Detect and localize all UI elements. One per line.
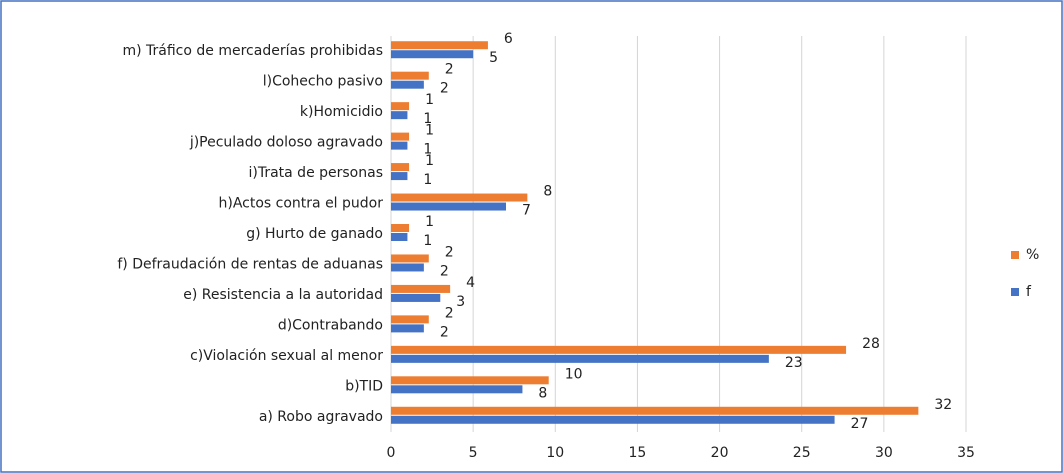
y-tick-label: e) Resistencia a la autoridad: [183, 287, 383, 303]
bar: [391, 376, 549, 385]
y-tick-label: g) Hurto de ganado: [246, 226, 383, 242]
data-label: 4: [466, 275, 475, 291]
data-label: 32: [934, 397, 952, 413]
legend-swatch: [1011, 251, 1019, 259]
bar: [391, 415, 835, 424]
y-tick-label: i)Trata de personas: [248, 165, 383, 181]
y-tick-label: a) Robo agravado: [259, 409, 383, 425]
bar: [391, 224, 410, 232]
data-label: 10: [565, 366, 583, 382]
data-label: 23: [785, 355, 803, 371]
x-tick-label: 10: [546, 445, 564, 461]
y-tick-label: h)Actos contra el pudor: [219, 196, 384, 212]
data-label: 1: [423, 233, 432, 249]
bar: [391, 41, 488, 50]
y-tick-label: f) Defraudación de rentas de aduanas: [117, 256, 383, 272]
bar: [391, 406, 919, 415]
bar: [391, 233, 408, 241]
legend-label: f: [1026, 284, 1032, 300]
bar: [391, 80, 424, 89]
bar: [391, 315, 429, 324]
bar: [391, 354, 769, 363]
bar: [391, 385, 523, 394]
bar: [391, 345, 847, 354]
x-tick-label: 0: [387, 445, 396, 461]
bar: [391, 172, 408, 181]
bar: [391, 284, 451, 293]
data-label: 8: [538, 385, 547, 401]
y-tick-label: b)TID: [345, 378, 383, 394]
x-tick-label: 35: [957, 445, 975, 461]
bar: [391, 163, 410, 172]
y-tick-label: k)Homicidio: [300, 104, 383, 120]
data-label: 1: [425, 92, 434, 108]
data-label: 2: [445, 62, 454, 78]
data-label: 2: [440, 263, 449, 279]
data-label: 5: [489, 50, 498, 66]
data-label: 6: [504, 31, 513, 47]
data-label: 1: [423, 111, 432, 127]
data-label: 8: [543, 184, 552, 200]
data-label: 1: [425, 153, 434, 169]
data-label: 1: [425, 123, 434, 139]
data-label: 3: [456, 294, 465, 310]
bar: [391, 111, 408, 120]
y-tick-label: d)Contrabando: [278, 317, 383, 333]
bar: [391, 293, 441, 302]
legend-swatch: [1011, 288, 1019, 296]
y-tick-label: j)Peculado doloso agravado: [189, 135, 383, 151]
y-tick-label: m) Tráfico de mercaderías prohibidas: [122, 43, 383, 59]
data-label: 2: [440, 81, 449, 97]
data-label: 27: [851, 416, 869, 432]
bar: [391, 263, 424, 272]
x-tick-label: 25: [793, 445, 811, 461]
data-label: 28: [862, 336, 880, 352]
data-label: 2: [440, 324, 449, 340]
x-tick-label: 30: [875, 445, 893, 461]
x-tick-label: 15: [629, 445, 647, 461]
data-label: 1: [423, 172, 432, 188]
bar: [391, 141, 408, 150]
bar: [391, 50, 474, 59]
data-label: 1: [425, 214, 434, 230]
x-tick-label: 5: [469, 445, 478, 461]
data-label: 2: [445, 305, 454, 321]
data-label: 7: [522, 203, 531, 219]
bar: [391, 132, 410, 141]
data-label: 2: [445, 244, 454, 260]
bar: [391, 254, 429, 263]
bar: [391, 193, 528, 202]
data-label: 1: [423, 142, 432, 158]
bar: [391, 202, 506, 211]
bar: [391, 102, 410, 111]
legend-label: %: [1026, 247, 1039, 263]
bar: [391, 71, 429, 80]
bar: [391, 324, 424, 333]
y-tick-label: c)Violación sexual al menor: [190, 348, 383, 364]
y-tick-label: l)Cohecho pasivo: [263, 74, 383, 90]
x-tick-label: 20: [711, 445, 729, 461]
